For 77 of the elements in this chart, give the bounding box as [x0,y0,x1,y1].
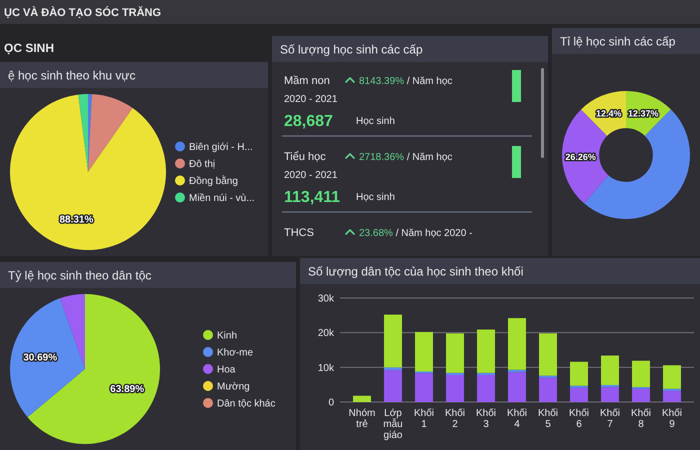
data-label: 63.89% [110,384,144,396]
legend-label: Đồng bằng [189,175,238,187]
text: 2020 - 2021 [284,170,338,181]
y-tick-label: 10k [318,362,335,374]
data-label: 26.26% [565,152,596,162]
bar [508,318,526,370]
x-tick-label: Khối 5 [538,408,558,430]
text: 2718.36% [359,152,404,163]
text: 8143.39% [359,76,404,87]
bar [539,333,557,376]
text: Tiểu học [284,151,326,163]
legend-label: Mường [217,382,250,392]
pie-slice [88,94,133,172]
bar [384,367,402,370]
text: / Năm học 2020 - [392,228,472,239]
y-tick-label: 30k [318,294,335,304]
text: Số lượng học sinh các cấp [280,42,423,56]
data-label: 30.69% [23,352,58,364]
bar [601,387,619,402]
text: 113,411 [284,189,340,206]
bar [415,332,433,372]
text: THCS [284,227,314,239]
data-label: 12.37% [628,108,658,118]
text: Học sinh [356,116,395,127]
x-tick-label: Lớp mẫu giáo [383,408,403,441]
legend-label: Miền núi - vù... [189,193,255,204]
chart-title: ệ học sinh theo khu vực [8,68,136,82]
text: Học sinh [356,192,395,203]
bar [663,365,681,389]
text: 2020 - 2021 [284,94,338,105]
x-tick-label: Khối 7 [600,408,620,430]
x-tick-label: Khối 4 [506,408,528,430]
bar [663,390,681,402]
bar [477,330,495,373]
legend-label: Hoa [217,364,236,376]
x-tick-label: Khối 6 [568,408,590,430]
x-tick-label: Khối 2 [444,408,466,430]
text: 28,687 [284,113,334,130]
bar [477,374,495,402]
text: / Năm học [404,152,452,163]
text: ỤC VÀ ĐÀO TẠO SÓC TRĂNG [4,6,162,19]
bar [570,362,588,386]
x-tick-label: Nhóm trẻ [348,408,376,430]
text: Mầm non [284,75,330,87]
pie-slice [78,94,88,172]
bar [570,388,588,402]
y-tick-label: 0 [328,398,334,408]
bar [446,333,464,373]
legend-label: Khơ-me [217,348,254,358]
bar [384,370,402,402]
bar [539,378,557,402]
bar [632,388,650,402]
bar [353,396,371,402]
x-tick-label: Khối 1 [414,408,434,430]
legend-label: Kinh [217,330,238,342]
bar [632,360,650,388]
legend-label: Dân tộc khác [217,398,276,410]
text: ỌC SINH [4,41,54,55]
data-label: 12.4% [596,108,622,118]
legend-label: Biên giới - H... [189,142,253,153]
pie-slice [10,94,166,250]
bar [415,373,433,402]
x-tick-label: Khối 3 [476,408,496,430]
bar [446,374,464,402]
chart-title: Tỉ lệ học sinh các cấp [560,34,676,48]
text: 23.68% [359,228,394,239]
x-tick-label: Khối 9 [662,408,682,430]
y-tick-label: 20k [318,328,335,340]
data-label: 88.31% [59,214,94,226]
bar [508,372,526,402]
chart-title: Tỷ lệ học sinh theo dân tộc [8,268,152,282]
chart-title: Số lượng dân tộc của học sinh theo khối [308,264,524,278]
x-tick-label: Khối 8 [630,408,651,430]
legend-label: Đô thị [189,159,216,170]
text: / Năm học [404,76,452,87]
bar [384,314,402,368]
bar [601,356,619,386]
